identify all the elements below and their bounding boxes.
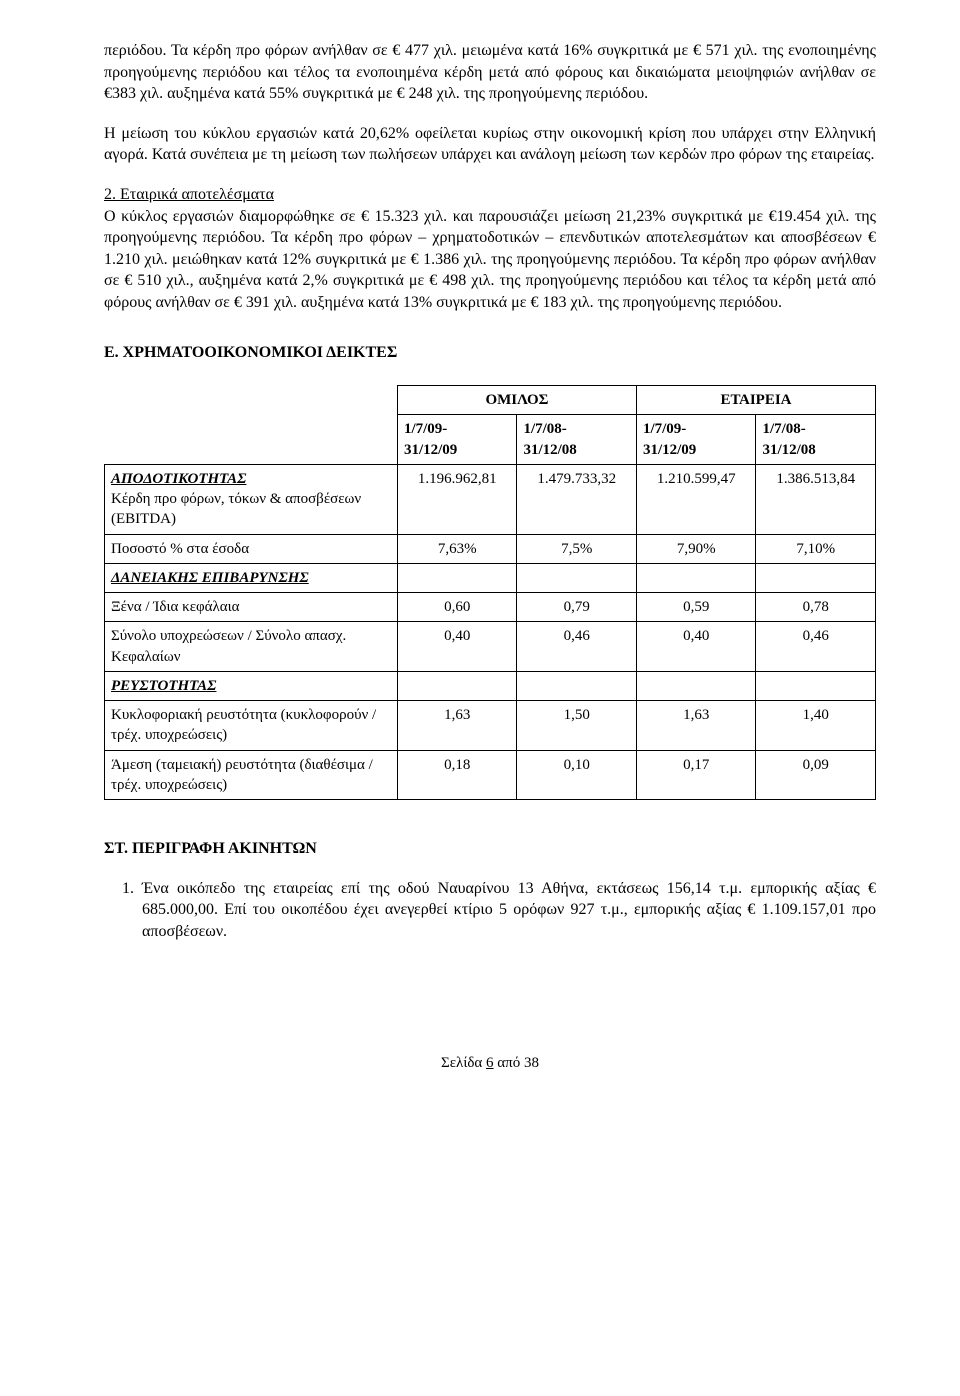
current-ratio-g2: 1,50: [517, 701, 637, 751]
group-header-etaireia: ΕΤΑΙΡΕΙΑ: [636, 386, 875, 415]
ebitda-c2: 1.386.513,84: [756, 464, 876, 534]
paragraph-1: περιόδου. Τα κέρδη προ φόρων ανήλθαν σε …: [104, 40, 876, 105]
quick-ratio-g1: 0,18: [397, 750, 517, 800]
pct-income-g2: 7,5%: [517, 534, 637, 563]
liab-capital-c1: 0,40: [636, 622, 756, 672]
paragraph-3: Ο κύκλος εργασιών διαμορφώθηκε σε € 15.3…: [104, 208, 876, 311]
section-apodotikotitas: ΑΠΟΔΟΤΙΚΟΤΗΤΑΣ Κέρδη προ φόρων, τόκων & …: [105, 464, 398, 534]
section-st-heading: ΣΤ. ΠΕΡΙΓΡΑΦΗ ΑΚΙΝΗΤΩΝ: [104, 838, 876, 860]
liab-capital-c2: 0,46: [756, 622, 876, 672]
current-ratio-c1: 1,63: [636, 701, 756, 751]
debt-equity-g2: 0,79: [517, 593, 637, 622]
pct-income-c1: 7,90%: [636, 534, 756, 563]
period-col-3: 1/7/09-31/12/09: [636, 415, 756, 465]
ebitda-g1: 1.196.962,81: [397, 464, 517, 534]
company-results-heading: 2. Εταιρικά αποτελέσματα: [104, 186, 274, 203]
paragraph-3-block: 2. Εταιρικά αποτελέσματα Ο κύκλος εργασι…: [104, 184, 876, 314]
paragraph-2: Η μείωση του κύκλου εργασιών κατά 20,62%…: [104, 123, 876, 166]
current-ratio-c2: 1,40: [756, 701, 876, 751]
ebitda-g2: 1.479.733,32: [517, 464, 637, 534]
section-daneiakis: ΔΑΝΕΙΑΚΗΣ ΕΠΙΒΑΡΥΝΣΗΣ: [105, 563, 398, 592]
page-footer: Σελίδα 6 από 38: [104, 1053, 876, 1073]
section-reustotitas: ΡΕΥΣΤΟΤΗΤΑΣ: [105, 671, 398, 700]
period-col-4: 1/7/08-31/12/08: [756, 415, 876, 465]
group-header-omilos: ΟΜΙΛΟΣ: [397, 386, 636, 415]
pct-income-c2: 7,10%: [756, 534, 876, 563]
debt-equity-g1: 0,60: [397, 593, 517, 622]
financial-indicators-table: ΟΜΙΛΟΣ ΕΤΑΙΡΕΙΑ 1/7/09-31/12/09 1/7/08-3…: [104, 385, 876, 800]
liab-capital-g1: 0,40: [397, 622, 517, 672]
debt-equity-label: Ξένα / Ίδια κεφάλαια: [105, 593, 398, 622]
debt-equity-c2: 0,78: [756, 593, 876, 622]
quick-ratio-c2: 0,09: [756, 750, 876, 800]
property-list: Ένα οικόπεδο της εταιρείας επί της οδού …: [104, 878, 876, 943]
debt-equity-c1: 0,59: [636, 593, 756, 622]
quick-ratio-g2: 0,10: [517, 750, 637, 800]
liab-capital-label: Σύνολο υποχρεώσεων / Σύνολο απασχ. Κεφαλ…: [105, 622, 398, 672]
quick-ratio-label: Άμεση (ταμειακή) ρευστότητα (διαθέσιμα /…: [105, 750, 398, 800]
current-ratio-g1: 1,63: [397, 701, 517, 751]
ebitda-c1: 1.210.599,47: [636, 464, 756, 534]
quick-ratio-c1: 0,17: [636, 750, 756, 800]
property-item-1: Ένα οικόπεδο της εταιρείας επί της οδού …: [138, 878, 876, 943]
current-ratio-label: Κυκλοφοριακή ρευστότητα (κυκλοφορούν / τ…: [105, 701, 398, 751]
period-col-2: 1/7/08-31/12/08: [517, 415, 637, 465]
pct-income-label: Ποσοστό % στα έσοδα: [105, 534, 398, 563]
liab-capital-g2: 0,46: [517, 622, 637, 672]
pct-income-g1: 7,63%: [397, 534, 517, 563]
period-col-1: 1/7/09-31/12/09: [397, 415, 517, 465]
section-e-heading: Ε. ΧΡΗΜΑΤΟΟΙΚΟΝΟΜΙΚΟΙ ΔΕΙΚΤΕΣ: [104, 342, 876, 364]
